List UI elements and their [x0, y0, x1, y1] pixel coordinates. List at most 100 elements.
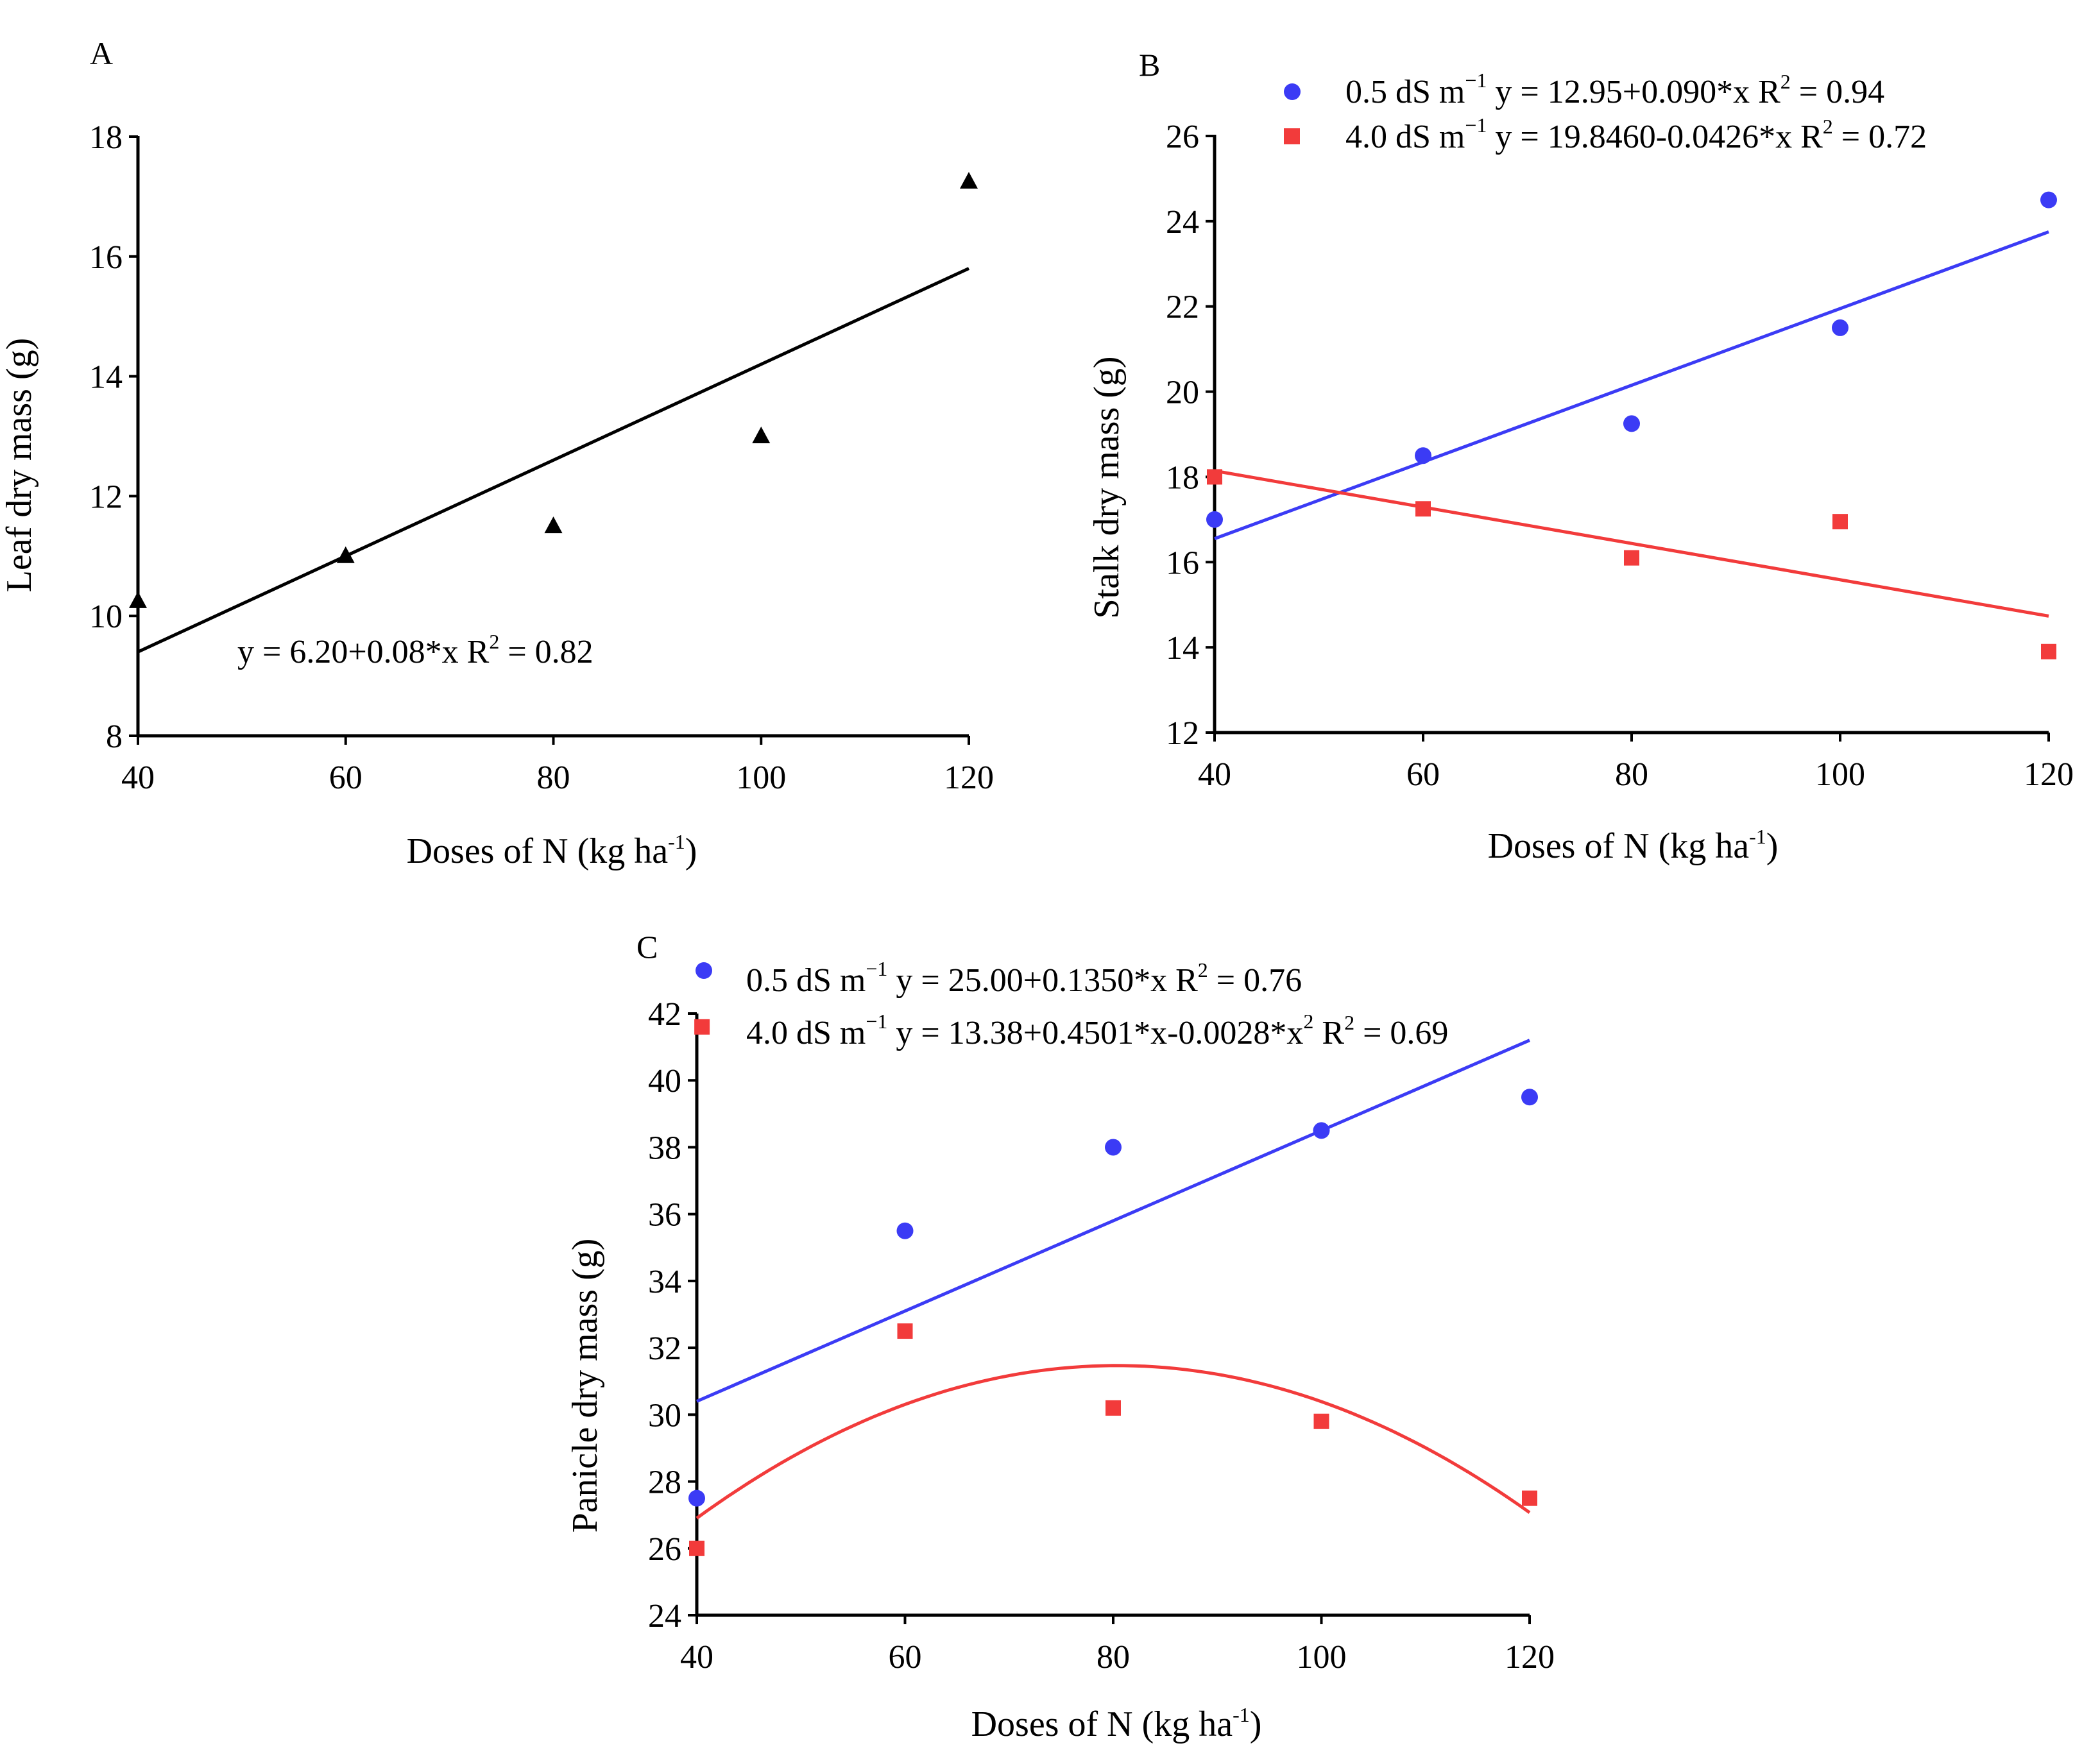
panel-c-point-series-0: [1313, 1122, 1330, 1139]
panel-b-point-series-0: [1415, 447, 1431, 464]
panel-c-fit-lines: [696, 1039, 1531, 1520]
panel-a-y-tick-label: 14: [89, 359, 123, 396]
panel-c-y-ticks: 24 26 28 30 32 34 36 38 40 42: [648, 996, 697, 1634]
panel-b-y-tick-label: 26: [1166, 119, 1199, 155]
panel-a-fit-lines: [137, 267, 970, 654]
panel-c-legend-entry-low-salinity: 0.5 dS m−1 y = 25.00+0.1350*x R2 = 0.76: [746, 957, 1302, 999]
panel-b-legend-entry-low-salinity: 0.5 dS m−1 y = 12.95+0.090*x R2 = 0.94: [1345, 69, 1884, 110]
panel-a-x-tick-label: 100: [736, 760, 786, 796]
panel-b-point-series-1: [1624, 550, 1639, 566]
panel-b-y-tick-label: 16: [1166, 545, 1199, 581]
panel-b-point-series-1: [1415, 501, 1431, 517]
panel-b-point-series-1: [1207, 469, 1222, 485]
panel-c-letter: C: [636, 929, 658, 965]
panel-a-y-tick-label: 8: [106, 718, 123, 755]
panel-c-point-series-0: [1521, 1089, 1538, 1106]
panel-a-y-tick-label: 10: [89, 598, 123, 635]
panel-c-y-tick-label: 32: [648, 1330, 681, 1367]
panel-b-x-tick-label: 60: [1406, 756, 1440, 793]
panel-b-legend-marker-high-salinity: [1284, 128, 1300, 144]
panel-c-point-series-0: [688, 1490, 705, 1507]
panel-c-fit-curve-series-1: [696, 1364, 1531, 1520]
panel-a-x-tick-label: 120: [944, 760, 994, 796]
panel-a-point-series-0: [129, 591, 147, 608]
panel-c-y-tick-label: 30: [648, 1397, 681, 1434]
panel-b-x-tick-label: 120: [2024, 756, 2074, 793]
panel-b-legend: 0.5 dS m−1 y = 12.95+0.090*x R2 = 0.94 4…: [1284, 69, 1927, 155]
panel-c-y-tick-label: 26: [648, 1531, 681, 1568]
panel-b-y-axis-title: Stalk dry mass (g): [1087, 356, 1127, 618]
panel-c-y-tick-label: 40: [648, 1063, 681, 1099]
panel-b-fit-line-series-1: [1214, 469, 2049, 618]
panel-b-points: [1206, 191, 2057, 659]
panel-a-point-series-0: [336, 546, 355, 563]
panel-a-point-series-0: [544, 516, 563, 534]
panel-b-y-tick-label: 20: [1166, 375, 1199, 411]
panel-a-point-series-0: [752, 427, 771, 443]
panel-b-y-tick-label: 14: [1166, 630, 1199, 666]
panel-a-x-tick-label: 80: [537, 760, 570, 796]
panel-c-y-tick-label: 34: [648, 1264, 681, 1300]
panel-c-fit-line-series-0: [696, 1039, 1530, 1403]
panel-c-y-tick-label: 36: [648, 1197, 681, 1234]
panel-c-x-tick-label: 60: [889, 1639, 922, 1676]
panel-c-x-tick-label: 120: [1505, 1639, 1555, 1676]
panel-c-legend-entry-high-salinity: 4.0 dS m−1 y = 13.38+0.4501*x-0.0028*x2 …: [746, 1010, 1448, 1051]
panel-c-point-series-1: [689, 1540, 704, 1556]
panel-b-point-series-0: [1206, 511, 1223, 528]
panel-b-letter: B: [1139, 47, 1160, 83]
panel-c-x-tick-label: 80: [1097, 1639, 1130, 1676]
panel-a-points: [129, 172, 978, 608]
panel-b-point-series-0: [1623, 415, 1640, 432]
panel-a-y-tick-label: 12: [89, 479, 123, 515]
panel-b-point-series-0: [2040, 191, 2057, 208]
panel-b-legend-entry-high-salinity: 4.0 dS m−1 y = 19.8460-0.0426*x R2 = 0.7…: [1345, 114, 1927, 155]
panel-b-x-tick-label: 100: [1815, 756, 1865, 793]
panel-a-letter: A: [90, 35, 113, 71]
panel-a-y-tick-label: 16: [89, 239, 123, 276]
panel-b-point-series-1: [2041, 643, 2056, 659]
panel-a-x-tick-label: 40: [121, 760, 155, 796]
panel-c-y-tick-label: 38: [648, 1130, 681, 1166]
panel-b-stalk-dry-mass: B 12 14 16 18 20 22 24 26 40 60 80 100 120 Stalk dr…: [1087, 47, 2074, 866]
panel-c-y-tick-label: 24: [648, 1598, 681, 1634]
panel-a-leaf-dry-mass: A 8 10 12 14 16 18 40 60 80 100 120 Leaf dry mass…: [0, 35, 994, 871]
panel-b-point-series-1: [1832, 514, 1848, 530]
panel-a-x-axis-title: Doses of N (kg ha-1): [407, 830, 697, 871]
panel-c-x-ticks: 40 60 80 100 120: [680, 1615, 1555, 1676]
panel-b-fit-line-series-0: [1214, 230, 2049, 541]
panel-b-point-series-0: [1832, 319, 1848, 336]
panel-a-x-tick-label: 60: [329, 760, 363, 796]
panel-c-x-tick-label: 100: [1297, 1639, 1347, 1676]
panel-a-y-ticks: 8 10 12 14 16 18: [89, 119, 138, 755]
panel-a-fit-line-series-0: [137, 267, 970, 654]
panel-b-x-tick-label: 80: [1615, 756, 1648, 793]
panel-c-point-series-0: [896, 1222, 914, 1239]
panel-b-legend-marker-low-salinity: [1284, 83, 1301, 100]
panel-c-legend-marker-low-salinity: [696, 962, 712, 979]
panel-b-y-tick-label: 18: [1166, 459, 1199, 496]
panel-c-point-series-1: [1313, 1413, 1329, 1429]
panel-b-x-axis-title: Doses of N (kg ha-1): [1488, 825, 1779, 866]
panel-c-x-tick-label: 40: [680, 1639, 713, 1676]
panel-c-point-series-1: [1105, 1400, 1121, 1416]
panel-c-point-series-0: [1105, 1139, 1122, 1156]
panel-b-y-tick-label: 12: [1166, 715, 1199, 752]
panel-c-panicle-dry-mass: C 24 26 28 30 32 34 36 38 40 42 40 60 80 100 120 Pani…: [565, 929, 1555, 1744]
panel-b-y-ticks: 12 14 16 18 20 22 24 26: [1166, 119, 1215, 752]
panel-b-fit-lines: [1214, 230, 2049, 618]
panel-b-y-tick-label: 24: [1166, 204, 1199, 241]
panel-c-legend: 0.5 dS m−1 y = 25.00+0.1350*x R2 = 0.76 …: [696, 957, 1448, 1051]
panel-c-y-tick-label: 28: [648, 1464, 681, 1501]
panel-a-equation: y = 6.20+0.08*x R2 = 0.82: [237, 630, 593, 670]
panel-c-points: [688, 1019, 1538, 1556]
panel-c-x-axis-title: Doses of N (kg ha-1): [971, 1703, 1262, 1744]
panel-b-x-tick-label: 40: [1198, 756, 1231, 793]
panel-b-y-tick-label: 22: [1166, 289, 1199, 326]
panel-a-y-axis-title: Leaf dry mass (g): [0, 338, 39, 593]
panel-c-point-series-1: [897, 1323, 913, 1339]
panel-c-point-series-1: [1522, 1490, 1537, 1506]
panel-a-y-tick-label: 18: [89, 119, 123, 156]
panel-a-x-ticks: 40 60 80 100 120: [121, 736, 994, 796]
